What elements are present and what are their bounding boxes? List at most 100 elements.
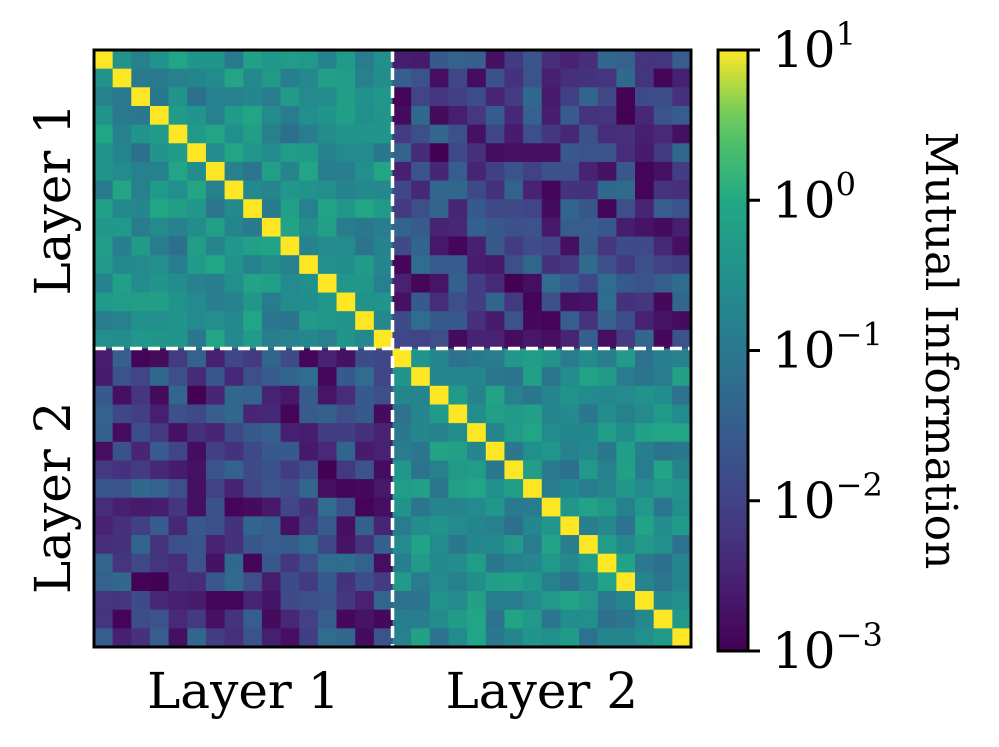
- heatmap-cell: [317, 199, 338, 219]
- heatmap-cell: [373, 161, 394, 182]
- heatmap-cell: [579, 460, 599, 480]
- heatmap-cell: [448, 516, 468, 536]
- heatmap-cell: [523, 348, 543, 368]
- heatmap-cell: [373, 124, 394, 144]
- heatmap-cell: [224, 311, 244, 331]
- heatmap-cell: [467, 460, 487, 480]
- heatmap-cell: [373, 68, 394, 88]
- heatmap-cell: [355, 460, 375, 480]
- heatmap-cell: [317, 161, 338, 182]
- heatmap-cell: [653, 423, 673, 443]
- heatmap-cell: [205, 572, 226, 592]
- heatmap-cell: [224, 460, 244, 480]
- heatmap-cell: [653, 50, 673, 70]
- heatmap-cell: [672, 348, 692, 368]
- heatmap-cell: [392, 628, 412, 648]
- heatmap-cell: [523, 535, 543, 555]
- heatmap-cell: [560, 217, 580, 238]
- heatmap-cell: [672, 255, 692, 275]
- heatmap-cell: [467, 516, 487, 536]
- heatmap-cell: [653, 124, 673, 144]
- heatmap-cell: [616, 199, 636, 219]
- heatmap-cell: [653, 217, 673, 238]
- heatmap-cell: [429, 572, 450, 592]
- heatmap-cell: [205, 199, 226, 219]
- heatmap-cell: [653, 236, 673, 256]
- heatmap-cell: [243, 348, 263, 368]
- heatmap-cell: [467, 50, 487, 70]
- heatmap-cell: [504, 367, 524, 387]
- heatmap-cell: [467, 497, 487, 518]
- heatmap-cell: [448, 161, 468, 182]
- heatmap-cell: [149, 124, 170, 144]
- heatmap-cell: [336, 348, 356, 368]
- heatmap-cell: [560, 329, 580, 350]
- heatmap-cell: [597, 628, 617, 648]
- heatmap-cell: [205, 255, 226, 275]
- heatmap-cell: [448, 68, 468, 88]
- heatmap-cell: [429, 497, 450, 518]
- heatmap-cell: [224, 423, 244, 443]
- heatmap-cell: [336, 255, 356, 275]
- heatmap-cell: [355, 105, 375, 126]
- heatmap-cell: [448, 50, 468, 70]
- heatmap-cell: [355, 180, 375, 200]
- heatmap-cell: [224, 628, 244, 648]
- heatmap-cell: [336, 404, 356, 424]
- heatmap-cell: [94, 516, 114, 536]
- heatmap-cell: [336, 50, 356, 70]
- heatmap-cell: [616, 105, 636, 126]
- heatmap-cell: [224, 217, 244, 238]
- heatmap-cell: [579, 404, 599, 424]
- heatmap-cell: [131, 329, 151, 350]
- heatmap-cell: [523, 311, 543, 331]
- heatmap-cell: [504, 143, 524, 163]
- heatmap-cell: [112, 50, 132, 70]
- heatmap-frame: [92, 48, 693, 649]
- heatmap-cell: [504, 199, 524, 219]
- heatmap-cell: [523, 591, 543, 611]
- x-axis-ticks: Layer 1 Layer 2: [147, 662, 638, 720]
- heatmap-cell: [411, 628, 431, 648]
- heatmap-cell: [299, 628, 319, 648]
- heatmap-cell: [373, 311, 394, 331]
- heatmap-cell: [467, 255, 487, 275]
- heatmap-cell: [504, 572, 524, 592]
- heatmap-cell: [411, 329, 431, 350]
- heatmap-cell: [411, 404, 431, 424]
- heatmap-cell: [467, 591, 487, 611]
- heatmap-cell: [485, 553, 506, 573]
- heatmap-cell: [560, 105, 580, 126]
- heatmap-cell: [131, 68, 151, 88]
- heatmap-cell: [523, 441, 543, 462]
- heatmap-cell: [355, 441, 375, 462]
- heatmap-cell: [579, 292, 599, 312]
- heatmap-cell: [653, 497, 673, 518]
- heatmap-cell: [355, 609, 375, 629]
- heatmap-cell: [94, 423, 114, 443]
- heatmap-cell: [373, 329, 394, 350]
- heatmap-cell: [168, 161, 188, 182]
- heatmap-cell: [653, 609, 673, 629]
- heatmap-cell: [541, 273, 562, 294]
- heatmap-cell: [672, 329, 692, 350]
- heatmap-cell: [112, 423, 132, 443]
- heatmap-cell: [149, 404, 170, 424]
- heatmap-cell: [448, 609, 468, 629]
- heatmap-cell: [243, 516, 263, 536]
- heatmap-cell: [243, 180, 263, 200]
- heatmap-cell: [597, 199, 617, 219]
- heatmap-cell: [579, 516, 599, 536]
- heatmap-cell: [672, 236, 692, 256]
- heatmap-cell: [672, 292, 692, 312]
- y-tick-label: Layer 1: [24, 103, 82, 295]
- heatmap-cell: [280, 68, 300, 88]
- heatmap-cell: [187, 497, 207, 518]
- heatmap-cell: [224, 591, 244, 611]
- heatmap-cell: [448, 311, 468, 331]
- heatmap-cell: [168, 516, 188, 536]
- heatmap-cell: [373, 628, 394, 648]
- heatmap-cell: [523, 497, 543, 518]
- heatmap-cell: [224, 479, 244, 499]
- heatmap-cell: [317, 292, 338, 312]
